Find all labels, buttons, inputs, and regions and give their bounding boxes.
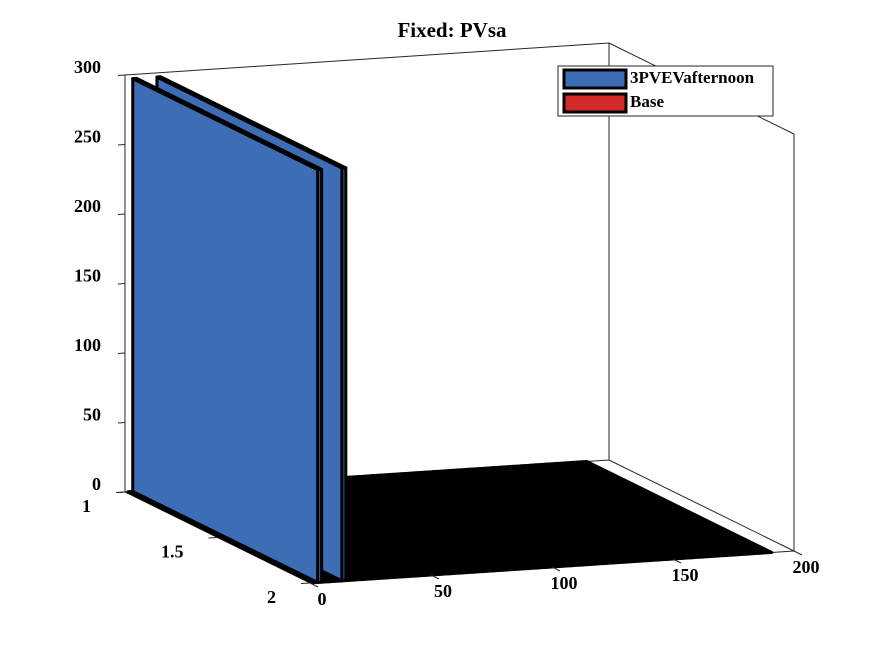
x-tick	[793, 550, 803, 556]
z-tick-label: 300	[74, 57, 101, 77]
x-tick	[672, 558, 682, 564]
x-tick	[430, 574, 440, 580]
bar-front	[340, 166, 348, 583]
z-tick	[117, 144, 126, 146]
bar-front	[316, 167, 324, 584]
x-tick	[551, 566, 561, 572]
x-tick	[309, 582, 319, 588]
legend-label: 3PVEVafternoon	[630, 68, 755, 87]
legend-swatch	[562, 68, 628, 90]
z-tick-label: 200	[74, 196, 101, 216]
x-tick-label: 100	[551, 573, 578, 593]
legend-label: Base	[630, 92, 664, 111]
z-tick	[117, 283, 126, 285]
bar-top	[131, 76, 324, 172]
legend-swatch	[562, 92, 628, 114]
z-tick	[117, 352, 126, 354]
z-tick	[117, 213, 126, 215]
box-edge	[608, 459, 795, 552]
y-tick	[300, 582, 311, 584]
z-tick-label: 0	[92, 474, 101, 494]
x-tick-label: 200	[793, 557, 820, 577]
y-tick	[208, 537, 218, 539]
bar-top	[126, 490, 319, 585]
z-tick-label: 250	[74, 127, 101, 147]
x-tick-label: 0	[318, 589, 327, 609]
box-edge	[124, 42, 610, 76]
x-tick-label: 50	[434, 581, 452, 601]
z-tick	[117, 422, 126, 424]
y-tick-label: 2	[267, 587, 276, 607]
y-tick	[115, 491, 126, 493]
x-tick-label: 150	[672, 565, 699, 585]
z-tick	[117, 74, 126, 76]
y-tick-label: 1	[82, 496, 91, 516]
z-tick-label: 50	[83, 405, 101, 425]
y-tick-label: 1.5	[161, 542, 184, 562]
chart-title: Fixed: PVsa	[397, 18, 507, 42]
z-tick-label: 150	[74, 266, 101, 286]
z-tick-label: 100	[74, 335, 101, 355]
bar-top	[155, 75, 348, 170]
